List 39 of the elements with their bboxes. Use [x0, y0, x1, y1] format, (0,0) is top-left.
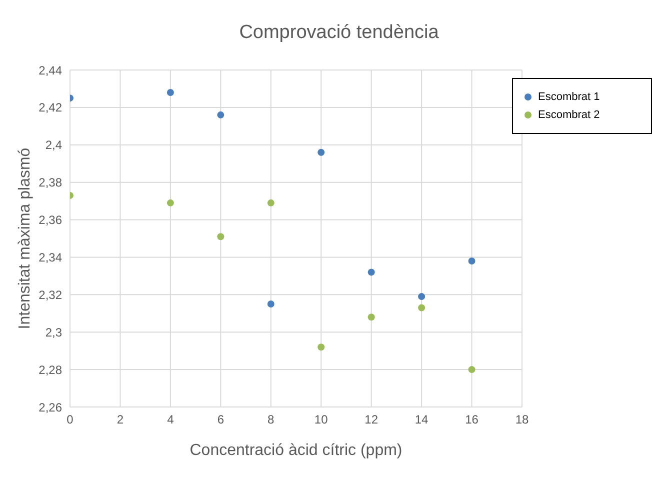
point [267, 300, 274, 308]
point [468, 257, 476, 264]
y-tick-label: 2,3 [45, 325, 62, 340]
x-tick-label: 8 [268, 412, 275, 427]
point [267, 199, 274, 206]
point [418, 304, 426, 312]
y-tick-label: 2,42 [38, 100, 62, 115]
point [217, 233, 224, 240]
chart-title: Comprovació tendència [238, 22, 440, 44]
point [418, 293, 426, 300]
y-tick-label: 2,44 [38, 63, 62, 78]
y-tick-label: 2,4 [45, 138, 62, 152]
point [166, 199, 174, 206]
point [318, 344, 325, 351]
y-tick-label: 2,26 [38, 400, 62, 414]
y-axis-title: Intensitat màxima plasmó [16, 148, 34, 330]
point [368, 314, 375, 321]
point [468, 366, 476, 374]
y-tick-label: 2,32 [38, 288, 62, 302]
x-tick-label: 4 [167, 412, 174, 427]
y-tick-label: 2,38 [38, 176, 62, 190]
x-tick-label: 14 [414, 412, 429, 427]
point [368, 268, 375, 276]
x-tick-label: 16 [465, 412, 479, 427]
point [217, 111, 224, 118]
x-tick-label: 0 [66, 412, 74, 427]
x-tick-label: 6 [217, 412, 224, 427]
x-tick-label: 18 [515, 412, 529, 427]
y-tick-label: 2,28 [38, 362, 62, 377]
point [318, 148, 325, 156]
x-axis-title: Concentració àcid cítric (ppm) [190, 442, 402, 459]
y-tick-label: 2,34 [38, 250, 62, 264]
x-tick-label: 2 [116, 412, 124, 427]
legend-label: Escombrat 2 [538, 109, 600, 121]
point [166, 88, 174, 96]
y-tick-label: 2,36 [38, 213, 62, 228]
legend-label: Escombrat 1 [538, 91, 600, 103]
x-tick-label: 10 [314, 412, 328, 427]
x-tick-label: 12 [364, 412, 378, 427]
